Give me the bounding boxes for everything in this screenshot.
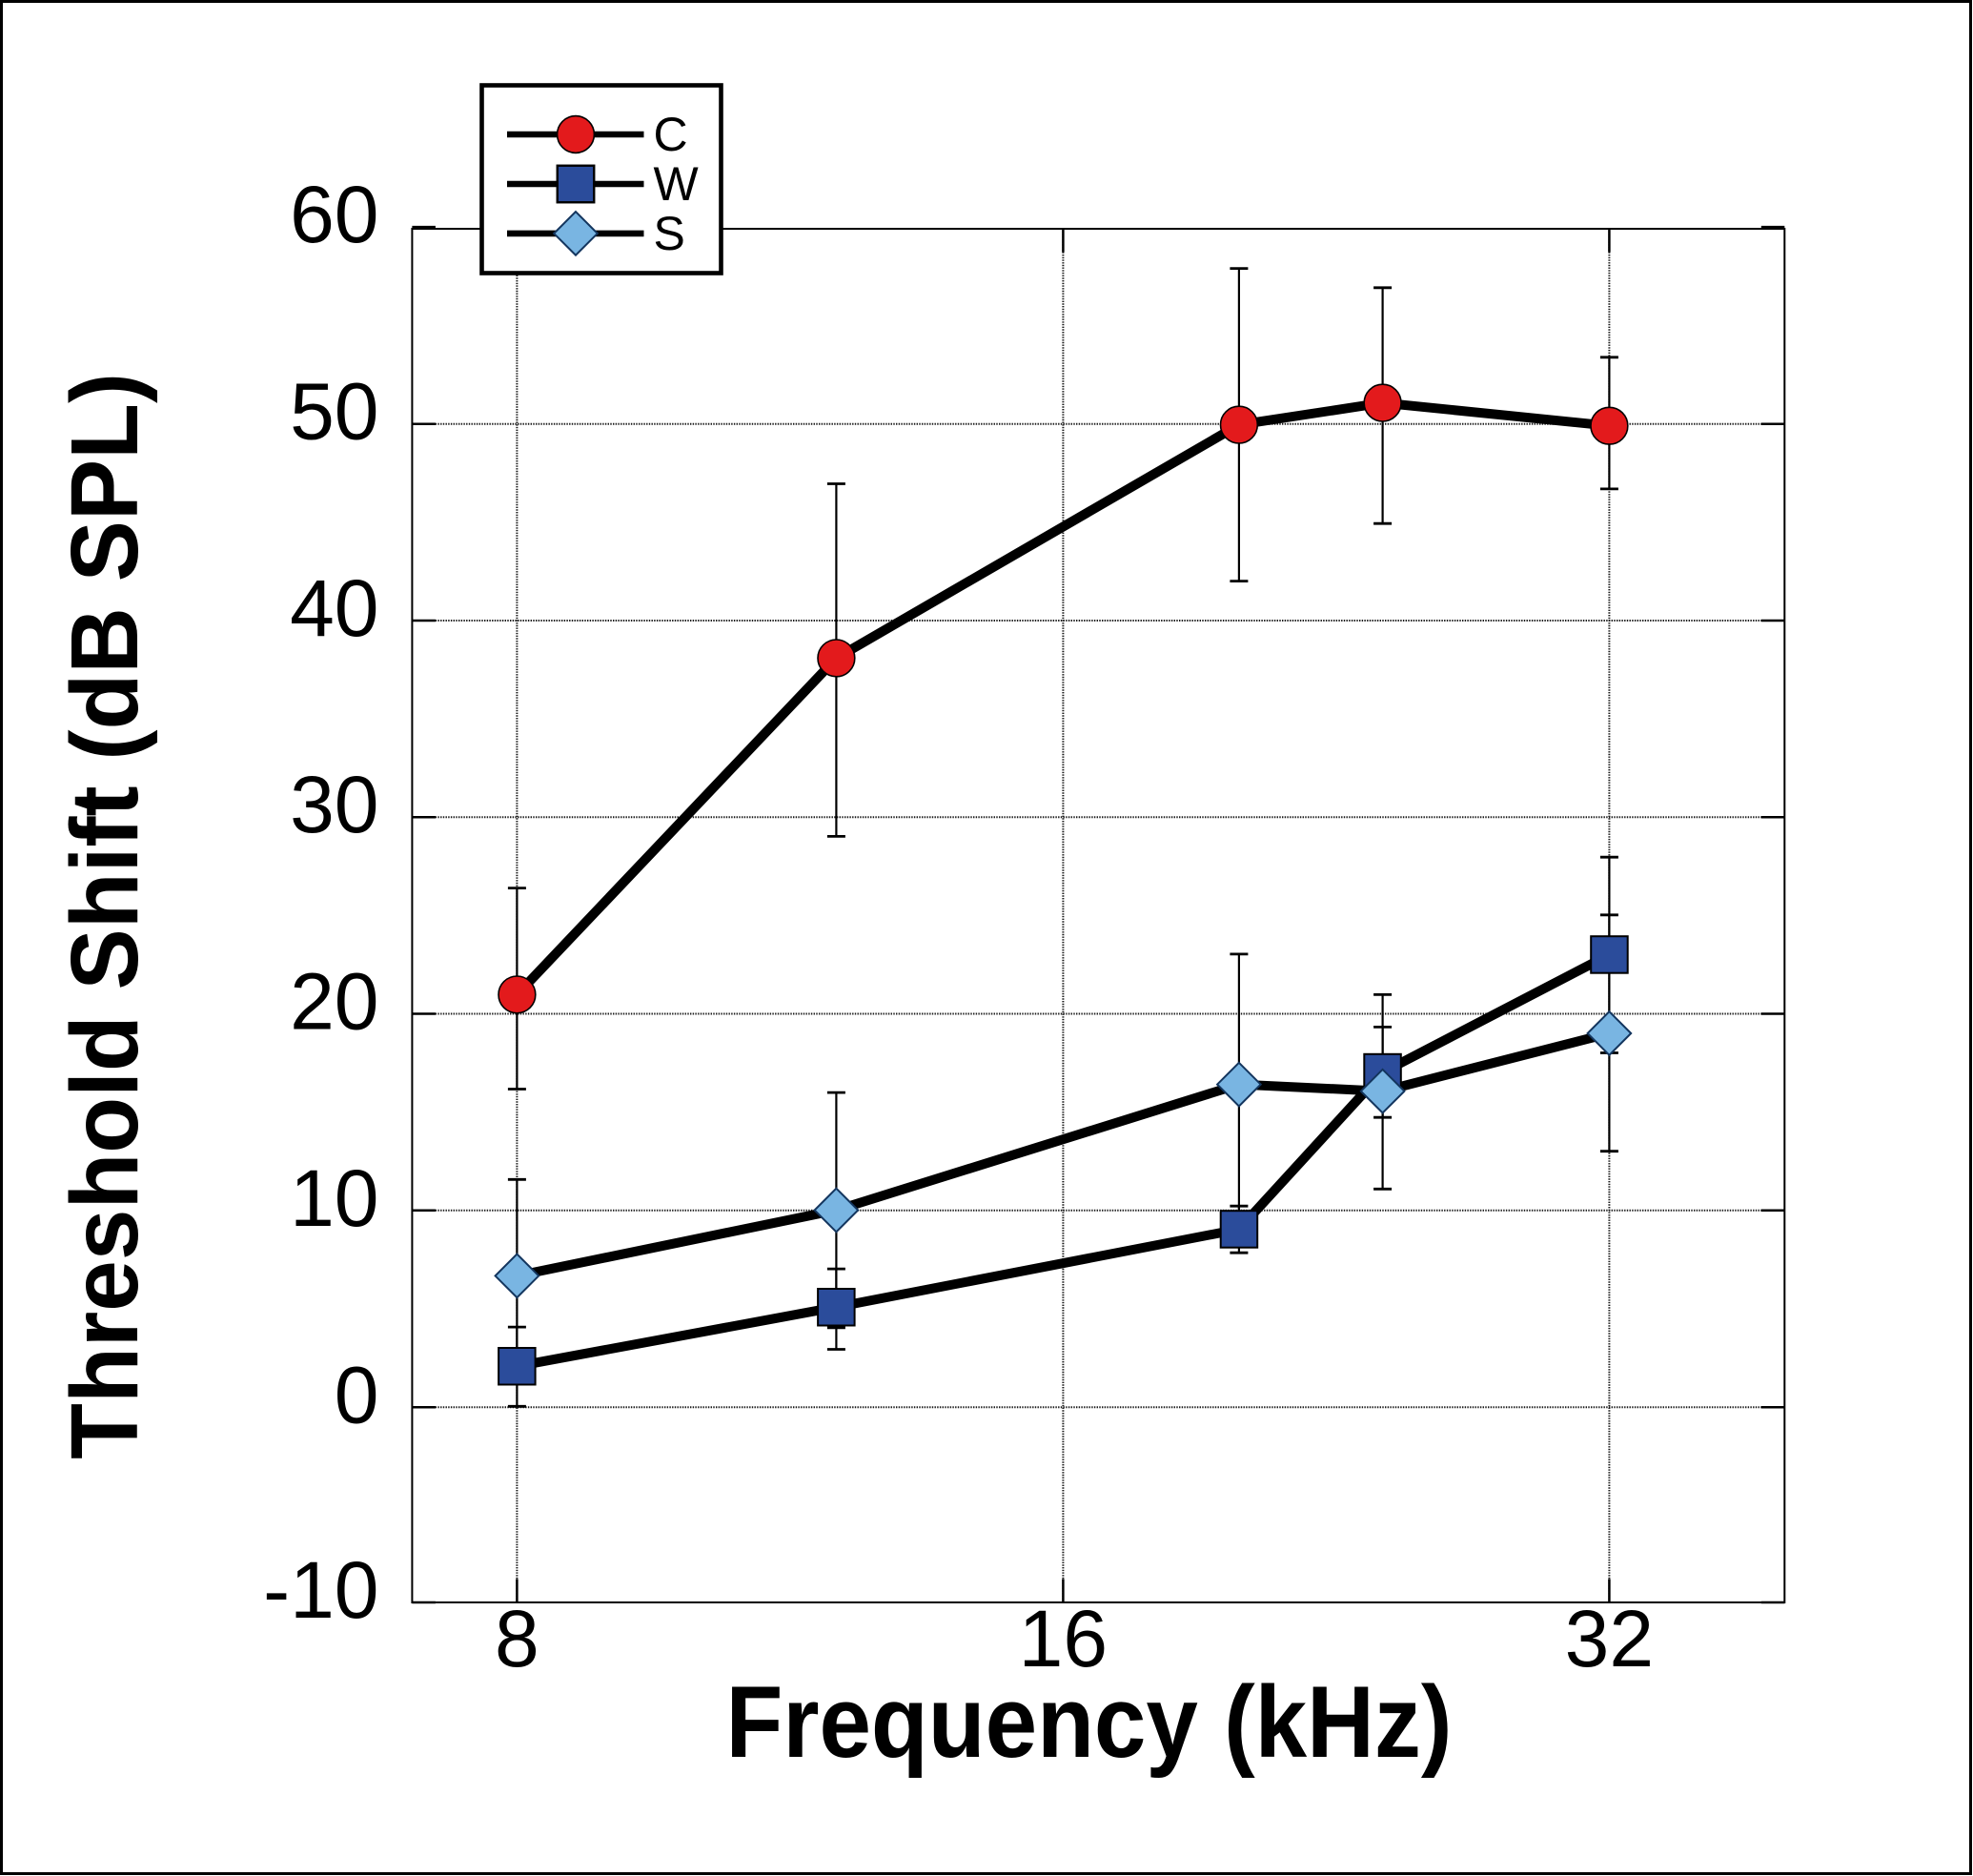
svg-text:10: 10 — [290, 1153, 378, 1243]
svg-text:60: 60 — [290, 170, 378, 259]
svg-text:-10: -10 — [263, 1545, 378, 1635]
svg-text:Threshold Shift (dB SPL): Threshold Shift (dB SPL) — [51, 373, 158, 1459]
svg-text:20: 20 — [290, 957, 378, 1047]
svg-text:40: 40 — [290, 563, 378, 653]
svg-text:0: 0 — [335, 1350, 379, 1439]
svg-text:30: 30 — [290, 760, 378, 849]
svg-text:Frequency (kHz): Frequency (kHz) — [726, 1664, 1453, 1779]
svg-text:16: 16 — [1019, 1594, 1108, 1683]
svg-text:W: W — [654, 157, 700, 211]
svg-text:S: S — [654, 207, 685, 260]
svg-text:C: C — [654, 108, 688, 161]
svg-text:32: 32 — [1565, 1594, 1654, 1683]
svg-text:50: 50 — [290, 367, 378, 457]
svg-text:8: 8 — [495, 1594, 539, 1683]
